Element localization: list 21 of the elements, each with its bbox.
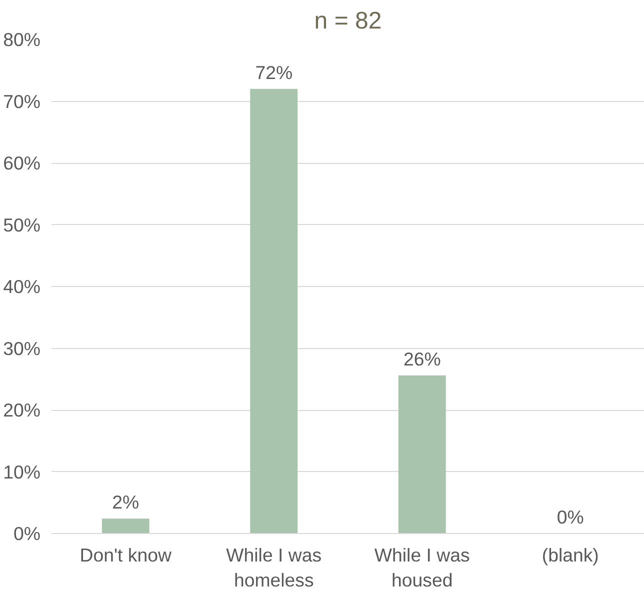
x-tick-label: (blank) xyxy=(542,544,599,566)
y-tick-label: 10% xyxy=(3,461,41,482)
x-tick-label: While I was housed xyxy=(374,544,470,591)
y-tick-label: 40% xyxy=(3,276,41,297)
chart-title: n = 82 xyxy=(314,8,382,34)
bar xyxy=(250,88,298,534)
data-label: 0% xyxy=(556,506,584,528)
x-tick-label: While I was homeless xyxy=(226,544,322,591)
data-label: 72% xyxy=(255,62,293,83)
y-tick-label: 30% xyxy=(3,338,41,359)
data-label: 2% xyxy=(112,492,140,513)
y-tick-label: 50% xyxy=(3,214,41,236)
y-tick-label: 80% xyxy=(3,29,41,50)
y-tick-label: 60% xyxy=(3,152,41,174)
data-label: 26% xyxy=(403,348,441,370)
bar xyxy=(398,375,446,534)
bar xyxy=(102,518,150,534)
y-tick-label: 20% xyxy=(3,400,41,420)
y-tick-label: 0% xyxy=(14,523,41,544)
x-tick-label: Don't know xyxy=(80,544,172,566)
y-tick-label: 70% xyxy=(3,90,41,112)
